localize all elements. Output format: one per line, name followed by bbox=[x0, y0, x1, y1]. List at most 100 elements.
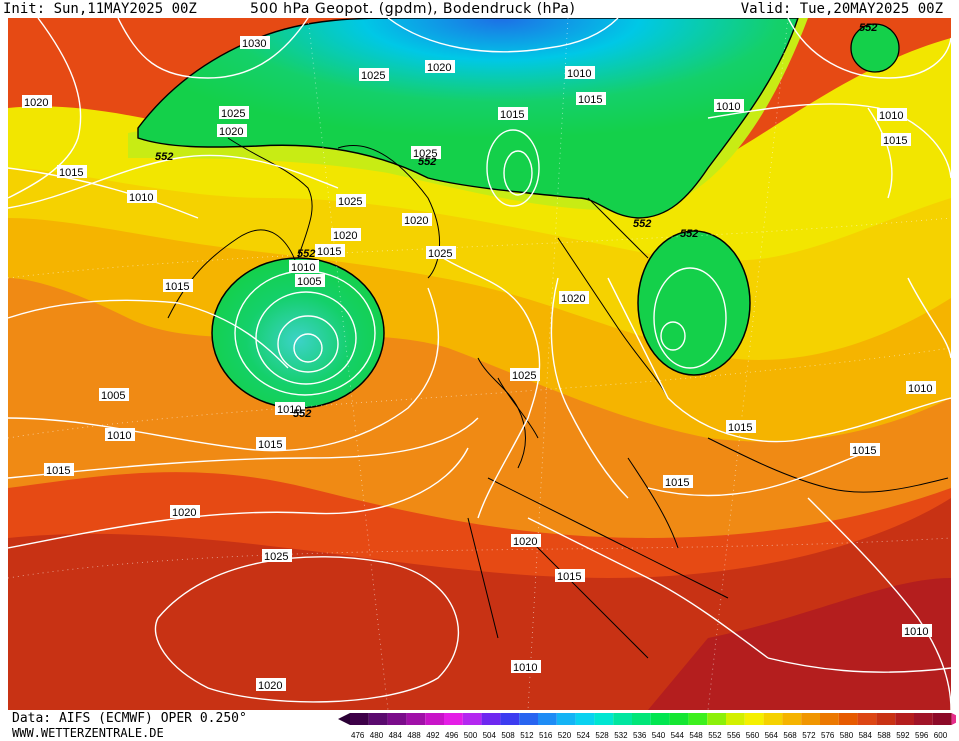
colorbar-swatch bbox=[763, 713, 783, 725]
color-scale-legend: 476 480 484 488 492 496 500 504 508 512 516 520 524 5… bbox=[338, 713, 956, 739]
colorbar-tick-label: 484 bbox=[389, 731, 403, 739]
pressure-label-text: 1015 bbox=[728, 422, 752, 434]
pressure-label-text: 1010 bbox=[107, 430, 131, 442]
pressure-label-text: 1015 bbox=[665, 477, 689, 489]
colorbar-tick-label: 500 bbox=[464, 731, 478, 739]
pressure-label-text: 1020 bbox=[258, 680, 282, 692]
baltic-low bbox=[637, 230, 751, 376]
colorbar-tick-label: 544 bbox=[671, 731, 685, 739]
colorbar-swatch bbox=[744, 713, 764, 725]
pressure-label: 1010 bbox=[714, 99, 744, 113]
pressure-label: 1015 bbox=[315, 244, 345, 258]
colorbar-swatch bbox=[857, 713, 877, 725]
pressure-label: 1030 bbox=[240, 36, 270, 50]
colorbar-swatch bbox=[782, 713, 802, 725]
pressure-label-text: 1025 bbox=[264, 551, 288, 563]
colorbar-swatch bbox=[350, 713, 369, 725]
colorbar-swatch bbox=[406, 713, 426, 725]
colorbar-swatch bbox=[538, 713, 557, 725]
pressure-label: 1015 bbox=[881, 133, 911, 147]
colorbar-tick-label: 536 bbox=[633, 731, 647, 739]
pressure-label-text: 1010 bbox=[129, 192, 153, 204]
pressure-label-text: 1015 bbox=[852, 445, 876, 457]
colorbar-tick-label: 504 bbox=[483, 731, 497, 739]
pressure-label-text: 1025 bbox=[361, 70, 385, 82]
pressure-label-text: 1020 bbox=[172, 507, 196, 519]
colorbar-swatch bbox=[594, 713, 614, 725]
pressure-label-text: 1020 bbox=[513, 536, 537, 548]
pressure-label-text: 1010 bbox=[879, 110, 903, 122]
pressure-label-text: 1020 bbox=[427, 62, 451, 74]
pressure-label: 1020 bbox=[402, 213, 432, 227]
pressure-label: 1010 bbox=[127, 190, 157, 204]
geopot-552-label: 552 bbox=[293, 408, 311, 420]
colorbar-tick-label: 596 bbox=[915, 731, 929, 739]
colorbar-swatch bbox=[726, 713, 745, 725]
colorbar-tick-label: 512 bbox=[520, 731, 534, 739]
pressure-label-text: 1025 bbox=[413, 148, 437, 160]
pressure-labels: 1030 1025 1020 1025 1020 1015 1010 1015 … bbox=[22, 36, 936, 692]
pressure-label: 1020 bbox=[331, 228, 361, 242]
colorbar-tick-label: 592 bbox=[896, 731, 910, 739]
map-title: 500 hPa Geopot. (gpdm), Bodendruck (hPa) bbox=[250, 1, 576, 17]
colorbar-swatch bbox=[500, 713, 520, 725]
colorbar-tick-label: 580 bbox=[840, 731, 854, 739]
pressure-label: 1020 bbox=[256, 678, 286, 692]
pressure-label: 1025 bbox=[411, 146, 441, 160]
colorbar-swatch bbox=[575, 713, 595, 725]
pressure-label: 1020 bbox=[511, 534, 541, 548]
colorbar-max-arrow bbox=[951, 713, 956, 725]
pressure-label-text: 1020 bbox=[333, 230, 357, 242]
source-url-label: WWW.WETTERZENTRALE.DE bbox=[12, 726, 164, 740]
map-footer: Data: AIFS (ECMWF) OPER 0.250° WWW.WETTE… bbox=[0, 710, 959, 741]
pressure-label: 1005 bbox=[295, 274, 325, 288]
colorbar-tick-label: 516 bbox=[539, 731, 553, 739]
geopot-552-label: 552 bbox=[633, 218, 651, 230]
pressure-label-text: 1020 bbox=[561, 293, 585, 305]
pressure-label: 1025 bbox=[510, 368, 540, 382]
pressure-label: 1010 bbox=[511, 660, 541, 674]
pressure-label: 1015 bbox=[57, 165, 87, 179]
pressure-label: 1025 bbox=[336, 194, 366, 208]
pressure-label-text: 1015 bbox=[883, 135, 907, 147]
colorbar-tick-label: 532 bbox=[614, 731, 628, 739]
colorbar-swatch bbox=[707, 713, 726, 725]
pressure-label: 1010 bbox=[105, 428, 135, 442]
colorbar-swatch bbox=[462, 713, 482, 725]
pressure-label: 1015 bbox=[726, 420, 756, 434]
valid-time-label: Valid: Tue,20MAY2025 00Z bbox=[740, 1, 943, 17]
pressure-label: 1025 bbox=[262, 549, 292, 563]
colorbar-swatch bbox=[632, 713, 651, 725]
pressure-label: 1010 bbox=[877, 108, 907, 122]
pressure-label: 1010 bbox=[906, 381, 936, 395]
colorbar-swatch bbox=[688, 713, 708, 725]
pressure-label-text: 1010 bbox=[904, 626, 928, 638]
pressure-label-text: 1010 bbox=[277, 404, 301, 416]
pressure-label: 1015 bbox=[663, 475, 693, 489]
colorbar-swatch bbox=[650, 713, 670, 725]
colorbar-tick-label: 568 bbox=[783, 731, 797, 739]
pressure-label: 1015 bbox=[163, 279, 193, 293]
colorbar-tick-label: 524 bbox=[577, 731, 591, 739]
colorbar-swatch bbox=[932, 713, 952, 725]
pressure-label: 1015 bbox=[498, 107, 528, 121]
pressure-label-text: 1015 bbox=[46, 465, 70, 477]
colorbar-tick-label: 572 bbox=[802, 731, 816, 739]
pressure-label-text: 1015 bbox=[578, 94, 602, 106]
colorbar-tick-label: 564 bbox=[765, 731, 779, 739]
colorbar-swatch bbox=[556, 713, 576, 725]
weather-map: 1030 1025 1020 1025 1020 1015 1010 1015 … bbox=[8, 18, 951, 710]
pressure-label-text: 1025 bbox=[221, 108, 245, 120]
pressure-label: 1010 bbox=[902, 624, 932, 638]
colorbar-swatch bbox=[519, 713, 538, 725]
pressure-label-text: 1010 bbox=[291, 262, 315, 274]
geopot-552-label: 552 bbox=[155, 151, 173, 163]
colorbar-tick-label: 528 bbox=[595, 731, 609, 739]
pressure-label: 1015 bbox=[576, 92, 606, 106]
pressure-label: 1015 bbox=[850, 443, 880, 457]
northern-trough-edge bbox=[137, 18, 799, 219]
colorbar-swatch bbox=[914, 713, 933, 725]
pressure-label-text: 1030 bbox=[242, 38, 266, 50]
colorbar-swatch bbox=[838, 713, 858, 725]
yellow-band bbox=[8, 38, 951, 261]
